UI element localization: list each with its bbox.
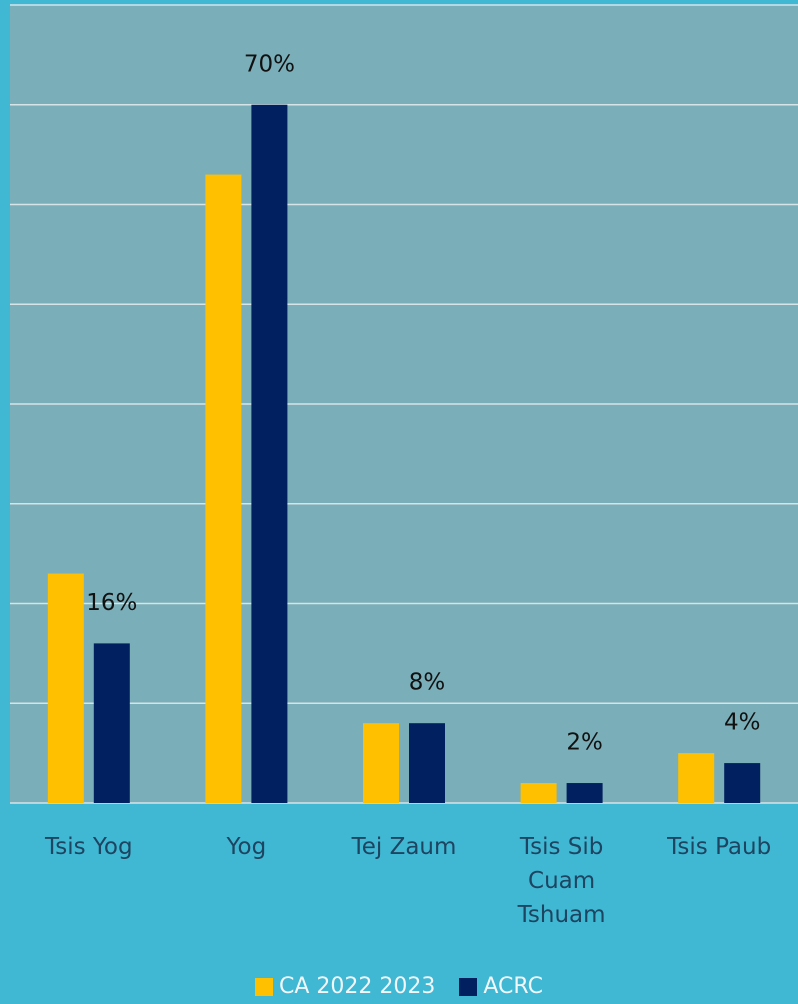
- data-label: 4%: [724, 710, 761, 736]
- x-tick-label: Tsis Yog: [45, 834, 133, 860]
- data-label: 8%: [409, 670, 446, 696]
- x-tick-label: Tej Zaum: [351, 834, 457, 860]
- bar: [363, 723, 399, 803]
- bar: [251, 104, 288, 803]
- bar: [205, 174, 242, 803]
- bar: [678, 753, 715, 803]
- bar: [724, 763, 761, 803]
- x-tick-label: Tsis Sib Cuam Tshuam: [517, 834, 606, 928]
- data-label: 2%: [566, 730, 603, 756]
- plot: 16% 70% 8% 2% 4%: [10, 4, 798, 804]
- legend-swatch: [459, 977, 478, 996]
- bar: [93, 643, 130, 803]
- bar: [566, 783, 603, 803]
- bar: [47, 573, 84, 803]
- legend-swatch: [255, 977, 274, 996]
- legend-label: ACRC: [483, 974, 543, 999]
- legend-item: ACRC: [459, 974, 543, 999]
- legend: CA 2022 2023 ACRC: [0, 974, 798, 1002]
- bar: [409, 723, 445, 803]
- x-tick-label: Tsis Paub: [667, 834, 772, 860]
- bar: [520, 783, 557, 803]
- data-label: 70%: [244, 51, 295, 77]
- x-tick-label: Yog: [226, 834, 267, 860]
- legend-item: CA 2022 2023: [255, 974, 435, 999]
- data-label: 16%: [86, 590, 137, 616]
- legend-label: CA 2022 2023: [279, 974, 436, 999]
